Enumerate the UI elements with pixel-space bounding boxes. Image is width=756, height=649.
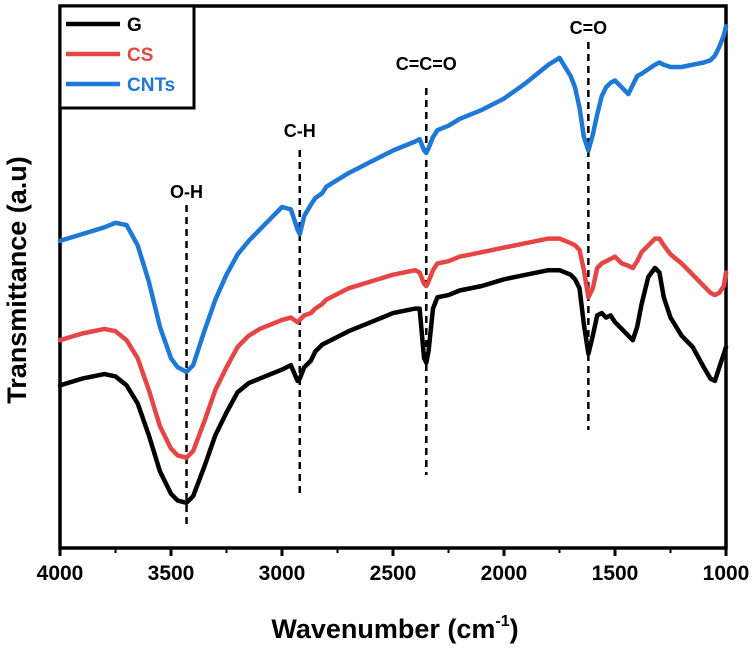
series-line-cs [57, 236, 729, 460]
annotation-label: C-H [284, 121, 316, 141]
x-tick-label: 4000 [37, 562, 84, 585]
annotation-lines [185, 42, 590, 525]
annotation-label: O-H [170, 182, 203, 202]
y-axis-title: Transmittance (a.u) [2, 156, 32, 404]
x-tick-label: 2000 [481, 562, 528, 585]
legend-items: G CS CNTs [66, 15, 175, 96]
x-axis-ticks: 4000 3500 3000 2500 2000 1500 1000 [37, 548, 750, 585]
annotation-label: C=C=O [396, 54, 457, 74]
x-tick-label: 3500 [148, 562, 195, 585]
series-line-g [57, 265, 729, 506]
legend-label: CNTs [127, 75, 175, 96]
series-layer [57, 24, 729, 506]
legend: G CS CNTs [58, 4, 196, 110]
legend-label: CS [127, 45, 153, 66]
annotation-label: C=O [570, 18, 608, 38]
annotation-labels: O-H C-H C=C=O C=O [170, 18, 607, 202]
x-tick-label: 1500 [592, 562, 639, 585]
legend-label: G [127, 15, 142, 36]
x-tick-label: 2500 [370, 562, 417, 585]
series-line-cnts [57, 24, 729, 375]
x-tick-label: 3000 [259, 562, 306, 585]
x-axis-title: Wavenumber (cm-1) [271, 613, 518, 644]
x-tick-label: 1000 [703, 562, 750, 585]
